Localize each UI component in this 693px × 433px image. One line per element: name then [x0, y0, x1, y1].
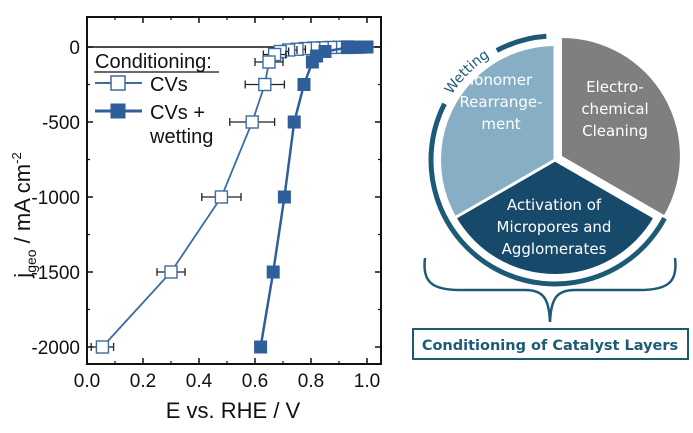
sector-label-electrochemical-cleaning: Cleaning	[582, 122, 648, 140]
y-axis-title-sup: -2	[9, 152, 24, 164]
legend-title: Conditioning:	[95, 51, 212, 73]
x-tick-label: 0.0	[74, 371, 100, 392]
legend-marker-wetting	[110, 103, 126, 119]
sector-label-activation-of-micropores: Activation of	[507, 196, 602, 214]
x-tick-label: 0.6	[242, 371, 268, 392]
x-tick-label: 0.2	[130, 371, 156, 392]
data-point	[214, 190, 229, 204]
y-tick-label: 0	[69, 38, 80, 59]
data-point	[262, 55, 276, 69]
y-axis-title-main: j	[10, 273, 35, 279]
sector-label-ionomer-rearrangement: Ionomer	[470, 71, 533, 89]
legend-marker-cvs	[110, 75, 126, 91]
pie-chart: Ionomer Rearrange-ment Electro-chemical Cle…	[441, 38, 680, 274]
plot-border	[86, 16, 382, 365]
series-cvs-wetting	[254, 40, 374, 354]
sector-label-ionomer-rearrangement: ment	[481, 115, 520, 133]
y-axis-title: jgeo / mA cm-2	[9, 152, 39, 278]
sector-activation-of-micropores	[456, 160, 654, 274]
x-axis-title: E vs. RHE / V	[166, 398, 301, 423]
data-point	[95, 340, 110, 354]
wetting-arc	[428, 33, 667, 287]
y-tick-label: -1500	[31, 263, 80, 284]
wetting-label-path: Wetting	[442, 47, 492, 97]
polarization-chart: 0.0 0.2 0.4 0.6 0.8 1.0 0 -500 -1000 -1500 -2000 C…	[9, 16, 382, 423]
data-point	[258, 77, 272, 92]
data-point	[277, 190, 291, 204]
sector-electrochemical-cleaning	[561, 38, 680, 215]
y-tick-label: -500	[42, 113, 80, 134]
x-tick-label: 0.4	[186, 371, 213, 392]
legend-label-cvs: CVs	[150, 74, 188, 96]
data-point	[245, 115, 259, 129]
data-point	[164, 265, 178, 279]
sector-label-electrochemical-cleaning: chemical	[581, 100, 648, 118]
legend-label-wetting-2: wetting	[149, 126, 213, 148]
y-tick-label: -2000	[31, 338, 80, 359]
y-axis-title-sub: geo	[23, 249, 39, 273]
legend: Conditioning: CVs CVs + wetting	[94, 51, 219, 148]
sector-label-ionomer-rearrangement: Rearrange-	[459, 93, 542, 111]
sector-divider	[450, 158, 556, 222]
summary-box-label: Conditioning of Catalyst Layers	[422, 338, 678, 354]
sector-label-electrochemical-cleaning: Electro-	[586, 78, 644, 96]
summary-box	[412, 328, 689, 360]
sector-label-activation-of-micropores: Agglomerates	[502, 240, 607, 258]
data-point	[305, 55, 319, 69]
data-point	[297, 78, 311, 91]
series-cvs	[90, 40, 355, 354]
wetting-label: Wetting	[442, 47, 492, 97]
series-layer	[90, 40, 374, 354]
sector-label-activation-of-micropores: Micropores and	[497, 218, 612, 236]
x-tick-label: 1.0	[354, 371, 380, 392]
legend-label-wetting-1: CVs +	[150, 102, 205, 124]
sector-divider	[554, 158, 660, 222]
data-point	[287, 115, 301, 129]
sector-ionomer-rearrangement	[441, 46, 555, 217]
y-axis-title-rest: / mA cm	[10, 164, 35, 250]
axis-ticks: 0.0 0.2 0.4 0.6 0.8 1.0 0 -500 -1000 -1500 -2000	[31, 17, 381, 392]
curly-brace	[423, 257, 677, 323]
data-point	[266, 265, 280, 279]
data-point	[254, 340, 268, 354]
y-tick-label: -1000	[31, 188, 80, 209]
x-tick-label: 0.8	[298, 371, 324, 392]
data-point	[340, 41, 354, 55]
series-line	[259, 45, 367, 348]
